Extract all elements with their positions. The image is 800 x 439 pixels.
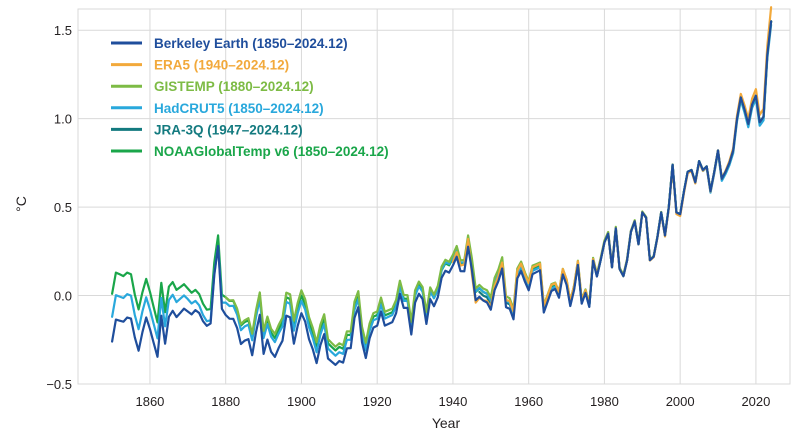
- x-tick-label: 1940: [438, 394, 467, 409]
- legend-label: JRA-3Q (1947–2024.12): [154, 122, 303, 137]
- x-tick-label: 2000: [666, 394, 695, 409]
- legend-label: NOAAGlobalTemp v6 (1850–2024.12): [154, 144, 389, 159]
- y-tick-label: 0.5: [54, 200, 72, 215]
- x-tick-label: 1900: [287, 394, 316, 409]
- axes: °C Year 1860 1880 1900 1920 1940 1960 1980 2000…: [13, 23, 770, 431]
- x-tick-label: 1980: [590, 394, 619, 409]
- series-line-2: [224, 20, 773, 348]
- grid: [77, 8, 791, 385]
- x-tick-label: 1960: [514, 394, 543, 409]
- series-lines: [111, 6, 773, 366]
- x-tick-label: 2020: [741, 394, 770, 409]
- plot-frame: [77, 8, 791, 385]
- x-tick-label: 1860: [135, 394, 164, 409]
- series-line-0: [111, 20, 773, 366]
- x-axis-label: Year: [432, 415, 461, 431]
- legend-label: Berkeley Earth (1850–2024.12): [154, 36, 348, 51]
- legend: Berkeley Earth (1850–2024.12) ERA5 (1940–…: [111, 36, 389, 159]
- legend-label: GISTEMP (1880–2024.12): [154, 79, 314, 94]
- y-tick-label: 1.5: [54, 23, 72, 38]
- y-tick-label: 1.0: [54, 112, 72, 127]
- x-tick-label: 1880: [211, 394, 240, 409]
- legend-label: ERA5 (1940–2024.12): [154, 58, 289, 73]
- y-tick-label: −0.5: [46, 377, 72, 392]
- x-tick-label: 1920: [363, 394, 392, 409]
- y-tick-label: 0.0: [54, 289, 72, 304]
- y-axis-label: °C: [13, 196, 29, 212]
- legend-label: HadCRUT5 (1850–2024.12): [154, 101, 324, 116]
